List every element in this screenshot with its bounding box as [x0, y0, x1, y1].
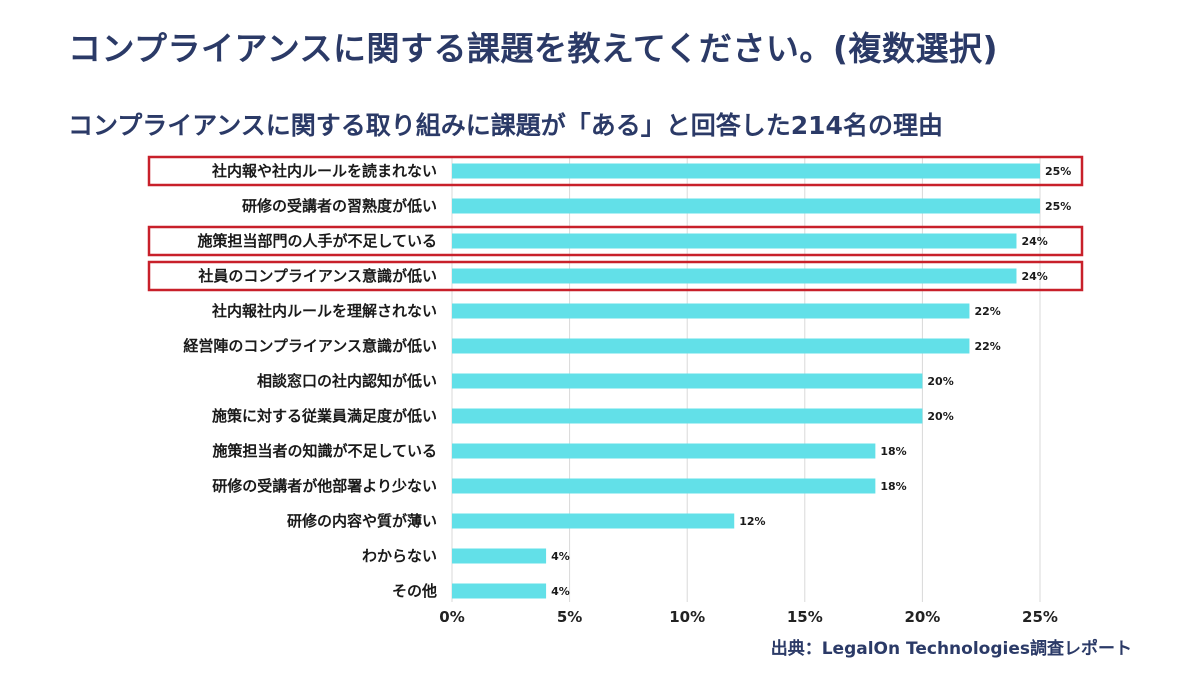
- bar: [452, 583, 547, 599]
- category-label: 施策担当者の知識が不足している: [212, 442, 437, 460]
- bar: [452, 198, 1040, 214]
- bar: [452, 513, 735, 529]
- bar: [452, 478, 876, 494]
- value-label: 4%: [551, 550, 570, 563]
- category-label: その他: [392, 582, 437, 600]
- source-note: 出典：LegalOn Technologies調査レポート: [770, 639, 1132, 659]
- bar: [452, 373, 923, 389]
- value-label: 25%: [1045, 200, 1071, 213]
- chart-subtitle: コンプライアンスに関する取り組みに課題が「ある」と回答した214名の理由: [68, 111, 943, 140]
- category-label: 社員のコンプライアンス意識が低い: [197, 267, 437, 285]
- value-label: 24%: [1021, 270, 1047, 283]
- category-label: 社内報や社内ルールを読まれない: [211, 162, 437, 180]
- x-tick-label: 20%: [904, 608, 940, 626]
- bar: [452, 443, 876, 459]
- bar: [452, 233, 1017, 249]
- highlight-box: [147, 260, 1084, 292]
- x-tick-label: 5%: [557, 608, 582, 626]
- bar: [452, 338, 970, 354]
- category-label: 相談窓口の社内認知が低い: [257, 372, 437, 390]
- category-label: 施策に対する従業員満足度が低い: [212, 407, 437, 425]
- bar: [452, 408, 923, 424]
- value-label: 25%: [1045, 165, 1071, 178]
- category-label: 経営陣のコンプライアンス意識が低い: [183, 337, 437, 355]
- highlight-box: [147, 155, 1084, 187]
- x-tick-label: 0%: [439, 608, 464, 626]
- category-label: 研修の受講者の習熟度が低い: [242, 197, 437, 215]
- value-label: 18%: [880, 445, 906, 458]
- value-label: 24%: [1021, 235, 1047, 248]
- category-label: 施策担当部門の人手が不足している: [197, 232, 437, 250]
- x-tick-label: 25%: [1022, 608, 1058, 626]
- category-label: 社内報社内ルールを理解されない: [211, 302, 437, 320]
- category-label: 研修の内容や質が薄い: [287, 512, 437, 530]
- x-tick-label: 10%: [669, 608, 705, 626]
- bar: [452, 268, 1017, 284]
- value-label: 12%: [739, 515, 765, 528]
- value-label: 20%: [927, 410, 953, 423]
- x-tick-label: 15%: [787, 608, 823, 626]
- page-title: コンプライアンスに関する課題を教えてください。(複数選択): [68, 29, 999, 68]
- bar: [452, 303, 970, 319]
- value-label: 18%: [880, 480, 906, 493]
- category-label: わからない: [362, 547, 437, 565]
- value-label: 22%: [974, 305, 1000, 318]
- value-label: 22%: [974, 340, 1000, 353]
- value-label: 20%: [927, 375, 953, 388]
- category-label: 研修の受講者が他部署より少ない: [212, 477, 437, 495]
- bar: [452, 548, 547, 564]
- value-label: 4%: [551, 585, 570, 598]
- bar: [452, 163, 1040, 179]
- highlight-box: [147, 225, 1084, 257]
